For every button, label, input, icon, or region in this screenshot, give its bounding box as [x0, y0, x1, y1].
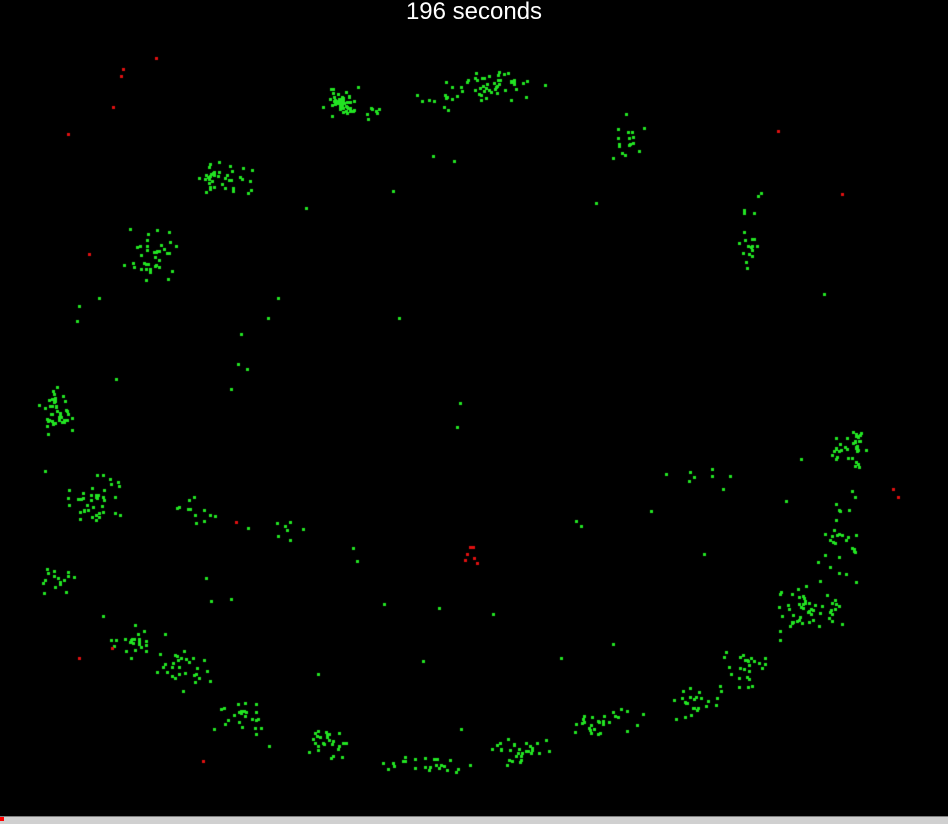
status-marker: [0, 817, 4, 821]
elapsed-time-label: 196 seconds: [405, 0, 543, 25]
bottom-status-strip: [0, 816, 948, 824]
